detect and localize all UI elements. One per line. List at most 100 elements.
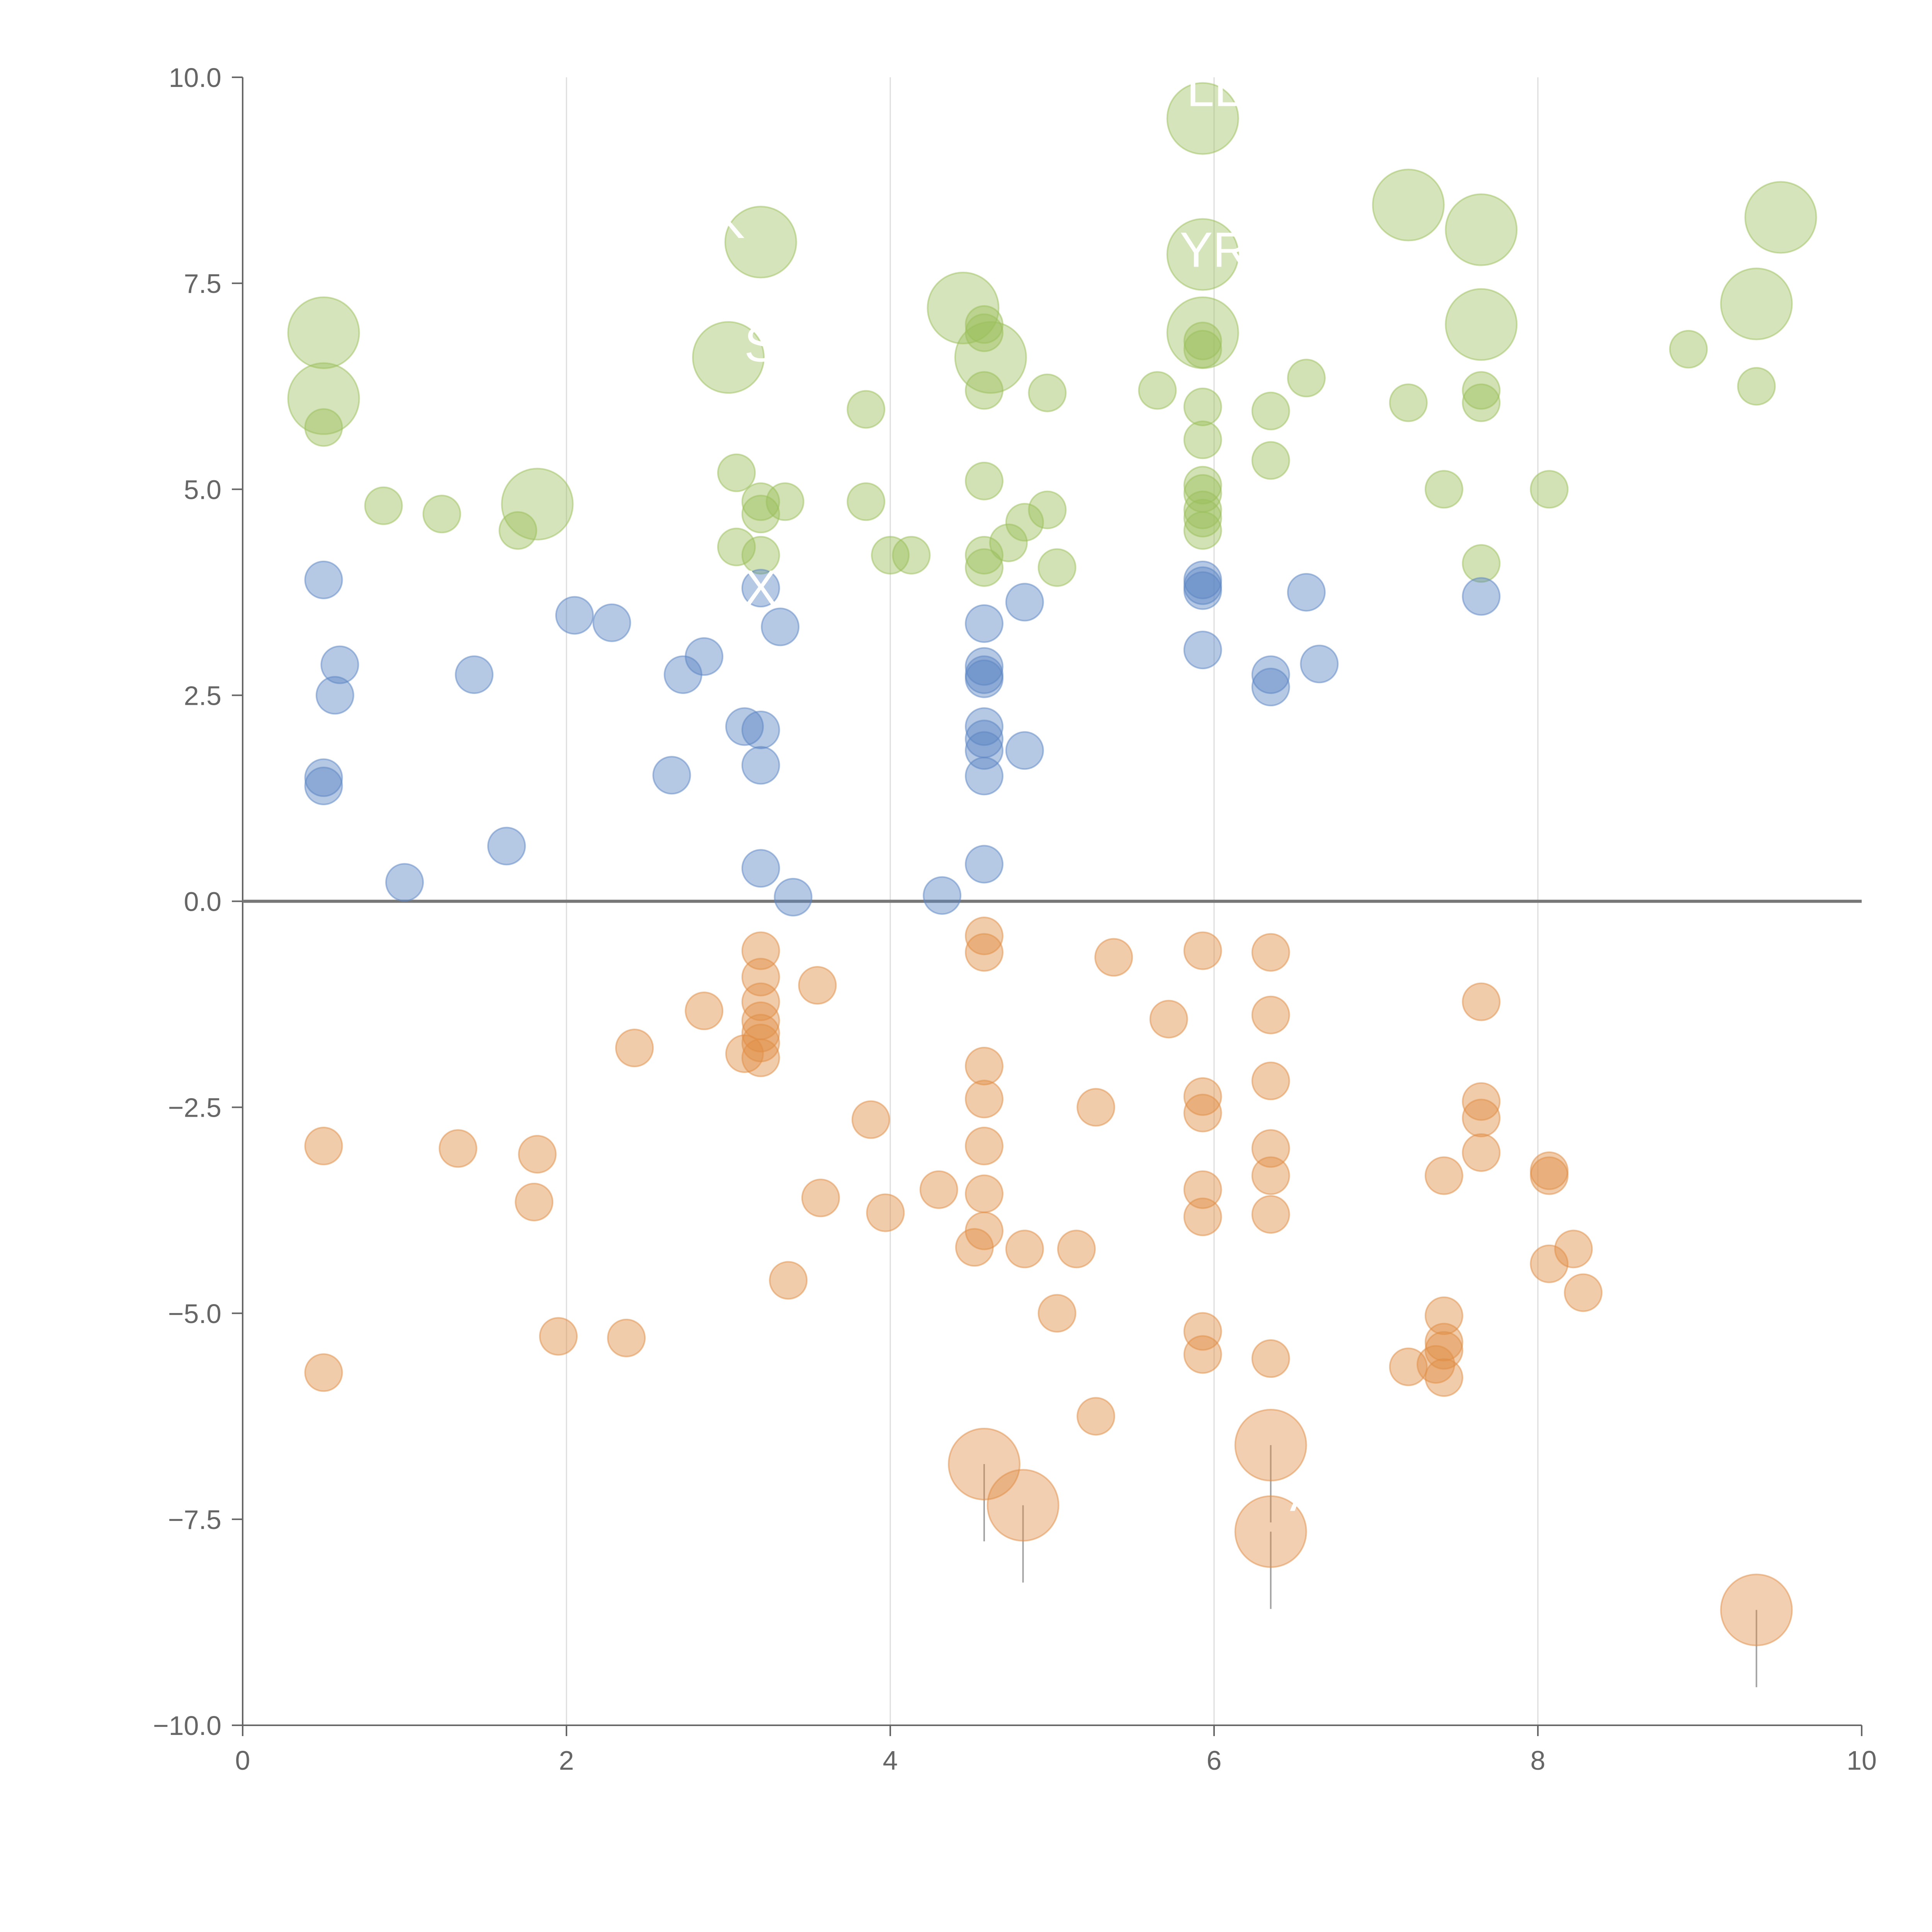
x-tick-label: 10	[1847, 1745, 1877, 1776]
data-point-green	[364, 486, 403, 525]
data-point-orange	[1094, 938, 1133, 977]
y-tick-label: −5.0	[168, 1299, 221, 1329]
y-tick-label: −2.5	[168, 1093, 221, 1123]
data-point-orange	[769, 1261, 808, 1300]
data-point-green	[1424, 470, 1463, 509]
data-point-orange	[1462, 1133, 1501, 1172]
data-point-blue	[1462, 577, 1501, 616]
data-point-green	[1028, 373, 1067, 412]
data-point-green	[1462, 544, 1501, 583]
data-point-blue	[592, 603, 631, 642]
data-point-blue	[304, 758, 343, 797]
data-point-green	[692, 321, 765, 394]
data-point-green	[989, 523, 1028, 562]
data-point-blue	[741, 569, 780, 608]
data-point-orange	[1149, 1000, 1188, 1039]
data-point-orange	[1057, 1230, 1096, 1269]
data-point-orange	[1389, 1347, 1428, 1386]
data-point-green	[498, 511, 537, 550]
data-point-orange	[965, 917, 1004, 956]
data-point-green	[1183, 498, 1222, 537]
data-point-green	[1530, 470, 1569, 509]
data-point-orange	[948, 1427, 1021, 1500]
data-point-orange	[1183, 1312, 1222, 1351]
data-point-green	[765, 482, 804, 521]
data-point-blue	[304, 766, 343, 805]
y-tick-label: 10.0	[169, 63, 221, 93]
data-point-orange	[685, 992, 724, 1031]
data-point-green	[724, 206, 797, 279]
annotation-label: S	[744, 317, 777, 372]
data-point-orange	[866, 1193, 905, 1232]
data-point-orange	[1183, 1197, 1222, 1236]
data-point-blue	[741, 746, 780, 785]
data-point-orange	[1424, 1331, 1463, 1370]
data-point-blue	[304, 560, 343, 599]
data-point-orange	[1183, 1094, 1222, 1133]
data-point-green	[1028, 490, 1067, 529]
y-tick-label: 7.5	[184, 269, 221, 299]
data-point-orange	[965, 1211, 1004, 1250]
data-point-orange	[801, 1179, 840, 1218]
annotation-label: YR	[1180, 222, 1248, 277]
data-point-orange	[518, 1135, 557, 1174]
data-point-green	[1372, 168, 1445, 242]
data-point-orange	[1554, 1230, 1593, 1269]
data-point-green	[847, 390, 886, 429]
data-point-green	[1462, 383, 1501, 422]
axes: 10.0 7.5 5.0 2.5 0.0 −2.5 −5.0 −7.5 −10.0 0 2 4 6 8 10	[153, 63, 1877, 1776]
data-point-green	[892, 536, 931, 575]
data-point-orange	[1251, 1129, 1290, 1168]
data-point-green	[1005, 503, 1044, 542]
data-point-blue	[315, 676, 354, 715]
data-point-orange	[539, 1317, 578, 1356]
data-point-green	[1251, 441, 1290, 480]
data-point-orange	[1530, 1244, 1569, 1283]
x-tick-label: 2	[559, 1745, 574, 1776]
data-point-blue	[555, 596, 594, 635]
data-point-blue	[1005, 731, 1044, 770]
x-tick-label: 8	[1531, 1745, 1546, 1776]
x-tick-label: 0	[235, 1745, 250, 1776]
data-point-blue	[761, 607, 800, 646]
data-point-orange	[1037, 1294, 1077, 1333]
data-point-blue	[741, 710, 780, 749]
data-point-orange	[1183, 1335, 1222, 1374]
data-point-green	[741, 495, 780, 534]
data-point-blue	[965, 845, 1004, 884]
data-point-orange	[1251, 1061, 1290, 1100]
data-point-orange	[1424, 1296, 1463, 1335]
y-tick-label: −10.0	[153, 1711, 221, 1741]
data-point-orange	[1251, 933, 1290, 972]
data-point-orange	[1424, 1323, 1463, 1362]
data-point-green	[1183, 330, 1222, 369]
data-point-blue	[965, 604, 1004, 643]
data-point-blue	[741, 849, 780, 888]
data-point-orange	[965, 1080, 1004, 1119]
annotation-label: A	[1290, 1467, 1323, 1522]
data-point-green	[1183, 490, 1222, 529]
data-point-blue	[1183, 560, 1222, 599]
data-point-orange	[965, 1174, 1004, 1213]
data-point-green	[1389, 383, 1428, 422]
data-point-orange	[1183, 931, 1222, 970]
data-point-green	[1138, 371, 1177, 410]
annotation-label: X	[744, 560, 777, 616]
annotation-label: K	[712, 194, 745, 249]
leader-lines	[323, 87, 1782, 1687]
data-point-blue	[1005, 583, 1044, 622]
data-point-green	[1037, 548, 1077, 587]
data-point-green	[304, 408, 343, 447]
data-point-blue	[385, 863, 424, 902]
data-point-green	[741, 482, 780, 521]
data-point-orange	[1251, 1339, 1290, 1378]
data-point-orange	[1424, 1358, 1463, 1397]
x-tick-label: 4	[883, 1745, 898, 1776]
annotation-labels: LL YR S K X A	[712, 62, 1323, 1522]
data-point-green	[1669, 330, 1708, 369]
data-point-orange	[1077, 1088, 1116, 1127]
data-point-orange	[1462, 1082, 1501, 1121]
data-point-orange	[1234, 1408, 1307, 1481]
data-point-orange	[741, 1038, 780, 1077]
